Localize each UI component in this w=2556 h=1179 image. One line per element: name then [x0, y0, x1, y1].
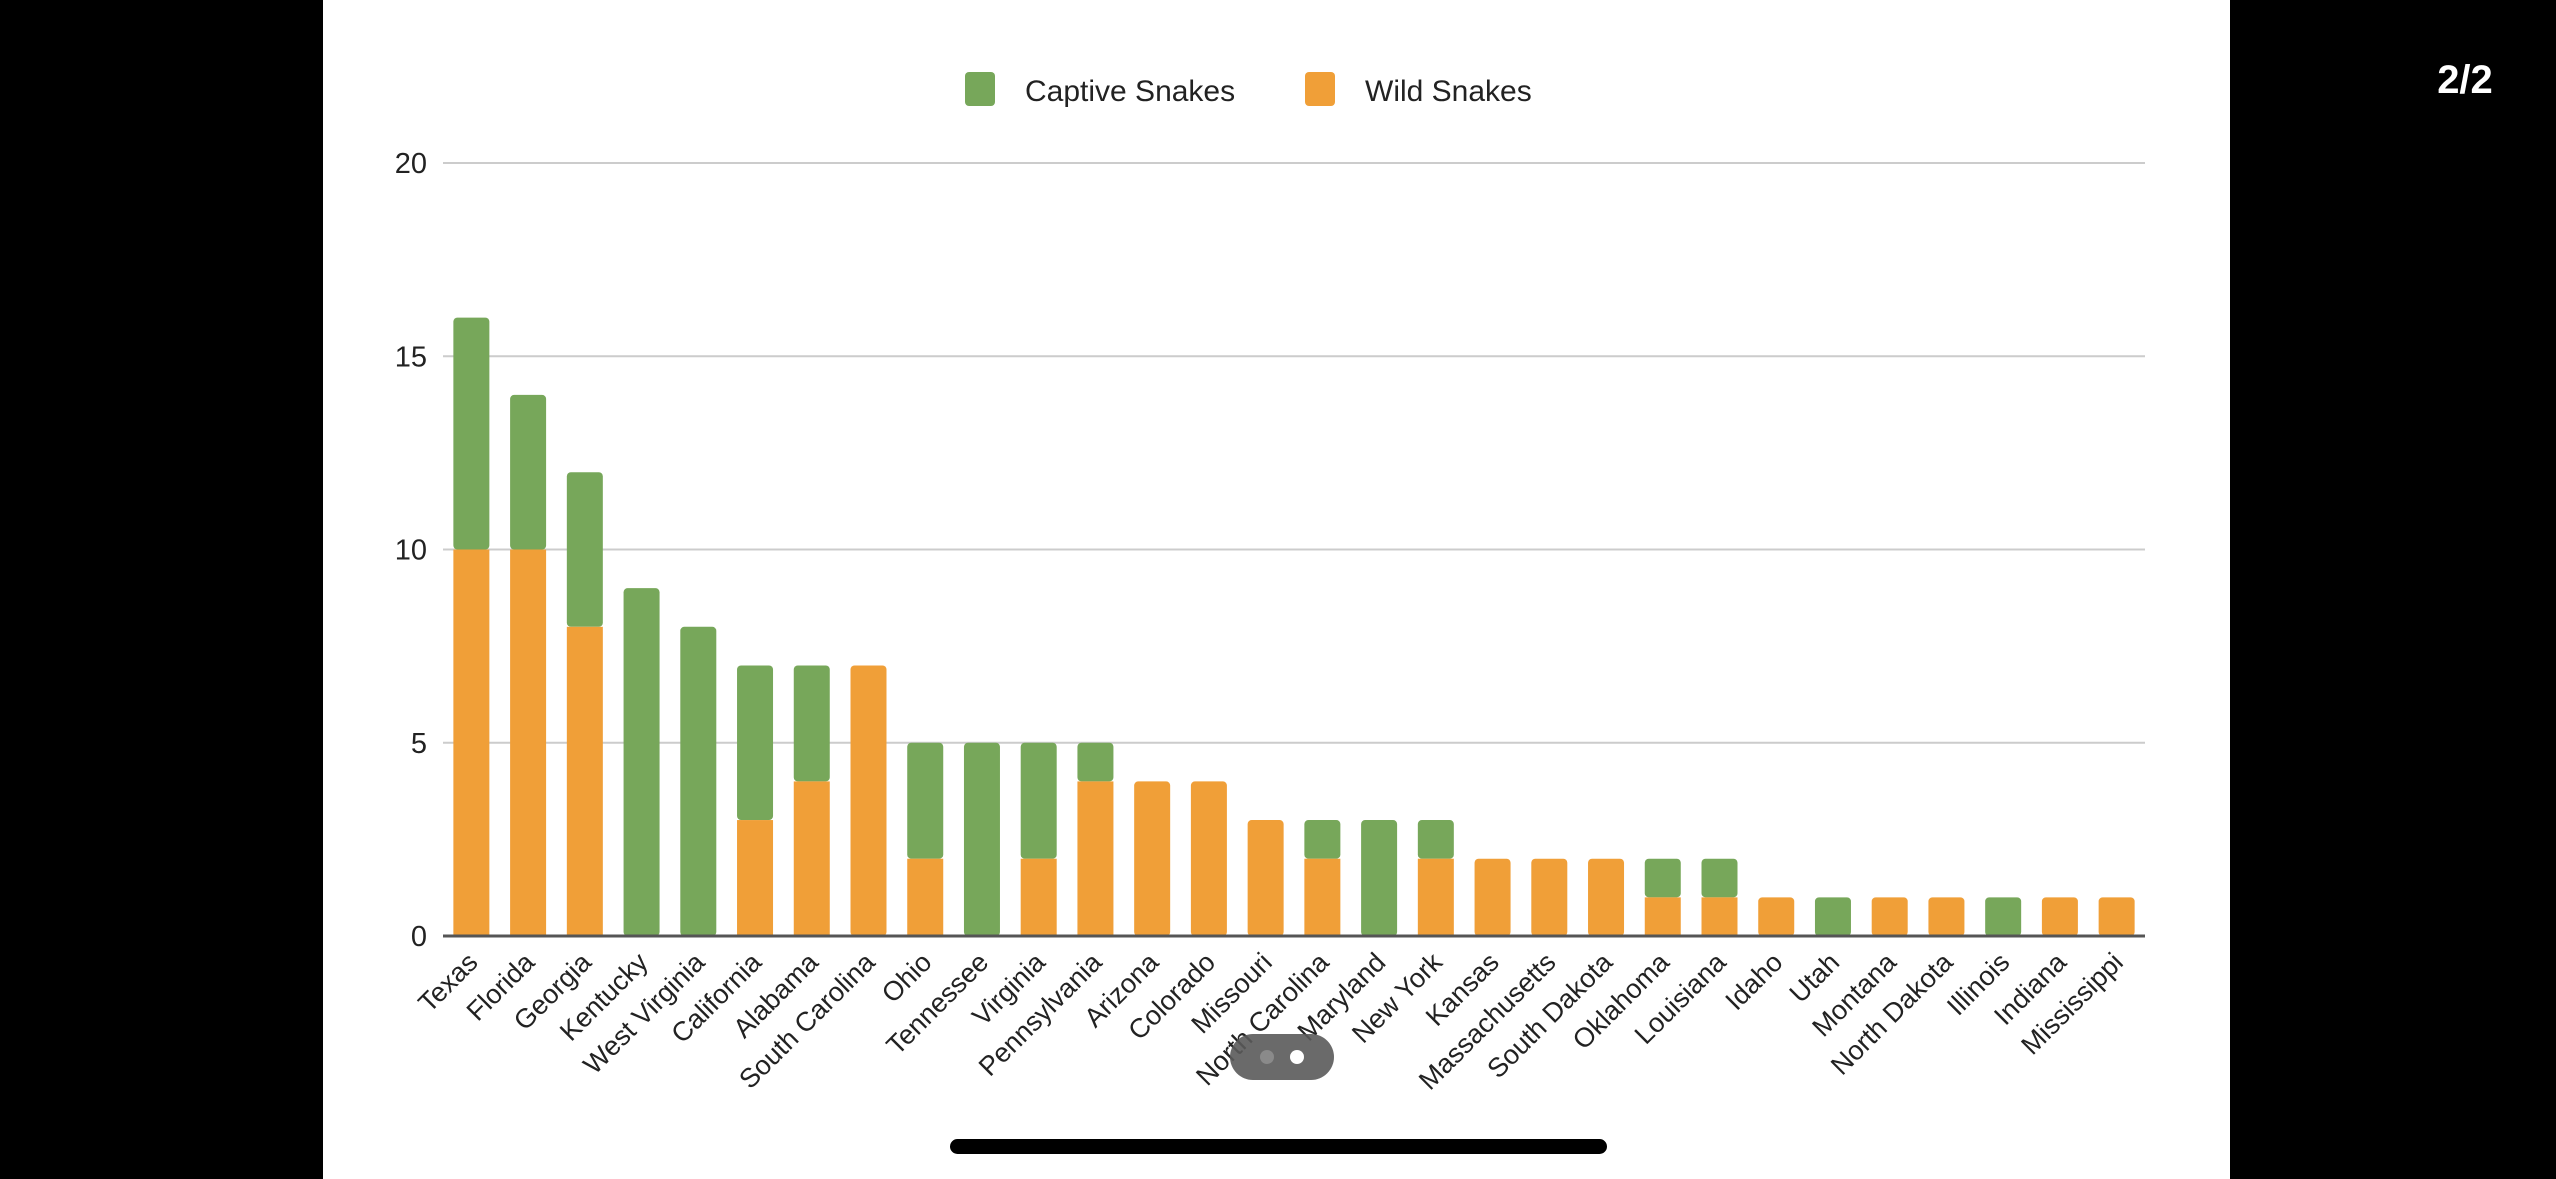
bar-wild-south-dakota: [1588, 858, 1625, 936]
bar-captive-louisiana: [1701, 858, 1738, 898]
bar-captive-oklahoma: [1644, 858, 1681, 898]
y-tick-label: 0: [411, 921, 427, 953]
chart-panel: 0 5 10 15 20 Captive Snakes Wild Snakes Texas Fl…: [323, 0, 2230, 1179]
bar-wild-montana: [1871, 897, 1908, 936]
bar-wild-mississippi: [2098, 897, 2135, 936]
bar-wild-idaho: [1758, 897, 1795, 936]
bar-captive-alabama: [793, 665, 830, 782]
bar-captive-new-york: [1417, 820, 1454, 859]
bar-wild-colorado: [1190, 781, 1227, 936]
bar-wild-ohio: [907, 858, 944, 936]
legend-swatch-wild: [1305, 72, 1335, 106]
home-indicator[interactable]: [950, 1139, 1607, 1154]
bar-wild-south-carolina: [850, 665, 887, 936]
bar-wild-massachusetts: [1531, 858, 1568, 936]
page-dot-2-active[interactable]: [1290, 1050, 1304, 1064]
bar-captive-illinois: [1985, 897, 2022, 936]
bar-captive-kentucky: [623, 588, 660, 936]
bar-wild-virginia: [1020, 858, 1057, 936]
bar-captive-pennsylvania: [1077, 742, 1114, 782]
bar-wild-florida: [510, 549, 547, 936]
bar-captive-maryland: [1361, 820, 1398, 936]
bar-wild-california: [737, 820, 774, 936]
bar-captive-tennessee: [963, 742, 1000, 936]
x-tick-label: Idaho: [1719, 947, 1788, 1016]
bar-wild-new-york: [1417, 858, 1454, 936]
bar-captive-virginia: [1020, 742, 1057, 859]
bar-captive-florida: [510, 394, 547, 550]
bar-wild-georgia: [566, 626, 603, 936]
bar-wild-alabama: [793, 781, 830, 936]
y-tick-label: 10: [395, 535, 427, 567]
bar-captive-georgia: [566, 472, 603, 627]
bar-wild-north-dakota: [1928, 897, 1965, 936]
bar-wild-missouri: [1247, 820, 1284, 936]
page-dots[interactable]: [1230, 1034, 1334, 1080]
bar-captive-california: [737, 665, 774, 821]
bar-wild-north-carolina: [1304, 858, 1341, 936]
bar-captive-ohio: [907, 742, 944, 859]
y-tick-label: 20: [395, 148, 427, 180]
bar-wild-oklahoma: [1644, 897, 1681, 936]
bar-wild-kansas: [1474, 858, 1511, 936]
bar-wild-pennsylvania: [1077, 781, 1114, 936]
legend-label: Captive Snakes: [1025, 75, 1235, 108]
page-indicator: 2/2: [2437, 58, 2493, 102]
bar-wild-arizona: [1134, 781, 1171, 936]
bar-wild-texas: [453, 549, 490, 936]
bar-captive-texas: [453, 317, 490, 550]
bar-wild-indiana: [2041, 897, 2078, 936]
bar-wild-louisiana: [1701, 897, 1738, 936]
y-tick-label: 5: [411, 728, 427, 760]
legend-label: Wild Snakes: [1365, 75, 1532, 108]
bar-captive-utah: [1814, 897, 1851, 936]
legend-swatch-captive: [965, 72, 995, 106]
page-dot-1[interactable]: [1260, 1050, 1274, 1064]
bar-captive-west-virginia: [680, 626, 717, 936]
y-tick-label: 15: [395, 341, 427, 373]
bar-captive-north-carolina: [1304, 820, 1341, 859]
